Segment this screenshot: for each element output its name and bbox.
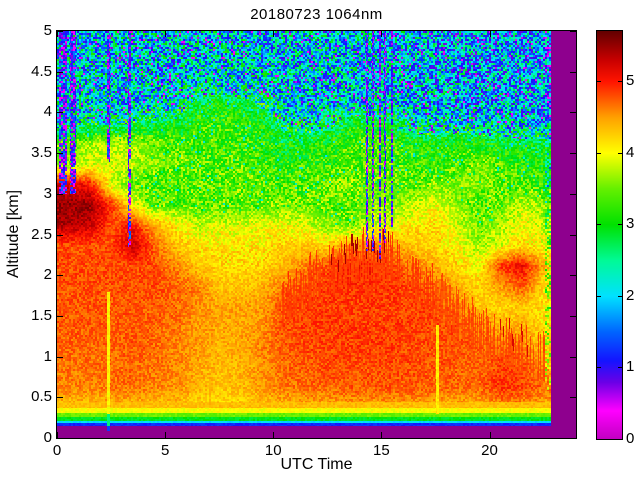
tick-mark	[57, 438, 63, 439]
y-tick-label: 0.5	[31, 388, 52, 406]
tick-mark	[57, 275, 63, 277]
y-tick-label: 0	[43, 429, 52, 446]
tick-mark	[570, 153, 576, 155]
tick-mark	[273, 432, 275, 438]
tick-mark	[57, 71, 63, 73]
x-tick-label: 15	[373, 442, 390, 459]
heatmap-plot-area	[56, 30, 577, 439]
tick-mark	[597, 367, 601, 369]
tick-mark	[273, 31, 275, 37]
tick-mark	[597, 295, 601, 297]
tick-mark	[57, 153, 63, 155]
tick-mark	[57, 31, 63, 32]
tick-mark	[381, 31, 383, 37]
tick-mark	[570, 397, 576, 399]
y-tick-label: 2.5	[31, 225, 52, 243]
y-tick-label: 3	[43, 184, 52, 202]
tick-mark	[570, 71, 576, 73]
tick-mark	[597, 81, 601, 83]
tick-mark	[570, 275, 576, 277]
x-tick-label: 20	[481, 442, 498, 459]
y-tick-label: 1	[43, 347, 52, 365]
colorbar-tick-label: 2	[626, 286, 635, 304]
tick-mark	[57, 315, 63, 317]
x-axis-label: UTC Time	[280, 456, 353, 473]
tick-mark	[57, 234, 63, 236]
tick-mark	[57, 112, 63, 114]
colorbar-tick-label: 1	[626, 358, 635, 376]
tick-mark	[570, 112, 576, 114]
tick-mark	[618, 295, 622, 297]
tick-mark	[570, 193, 576, 195]
tick-mark	[57, 432, 58, 438]
colorbar	[596, 30, 623, 440]
tick-mark	[618, 81, 622, 83]
tick-mark	[618, 224, 622, 226]
tick-mark	[570, 438, 576, 439]
tick-mark	[570, 234, 576, 236]
tick-mark	[57, 193, 63, 195]
tick-mark	[618, 152, 622, 154]
tick-mark	[57, 397, 63, 399]
tick-mark	[165, 432, 167, 438]
tick-mark	[618, 367, 622, 369]
tick-mark	[57, 31, 58, 37]
x-tick-label: 10	[264, 442, 282, 459]
y-tick-label: 4.5	[31, 62, 52, 80]
tick-mark	[597, 224, 601, 226]
y-tick-label: 5	[43, 22, 52, 39]
tick-mark	[570, 315, 576, 317]
tick-mark	[57, 356, 63, 358]
tick-mark	[570, 356, 576, 358]
tick-mark	[489, 432, 491, 438]
tick-mark	[381, 432, 383, 438]
tick-mark	[597, 152, 601, 154]
chart-title: 20180723 1064nm	[250, 6, 383, 23]
y-tick-label: 4	[43, 103, 52, 121]
y-tick-label: 2	[43, 266, 52, 284]
x-tick-label: 5	[160, 442, 170, 459]
tick-mark	[165, 31, 167, 37]
y-tick-label: 3.5	[31, 144, 52, 162]
tick-mark	[489, 31, 491, 37]
colorbar-tick-label: 3	[626, 215, 635, 233]
x-tick-label: 0	[52, 442, 62, 459]
tick-mark	[597, 439, 601, 440]
y-tick-label: 1.5	[31, 306, 52, 324]
tick-mark	[570, 31, 576, 32]
colorbar-tick-label: 4	[626, 143, 635, 161]
colorbar-tick-label: 0	[626, 430, 635, 447]
tick-mark	[618, 439, 622, 440]
colorbar-tick-label: 5	[626, 72, 635, 90]
